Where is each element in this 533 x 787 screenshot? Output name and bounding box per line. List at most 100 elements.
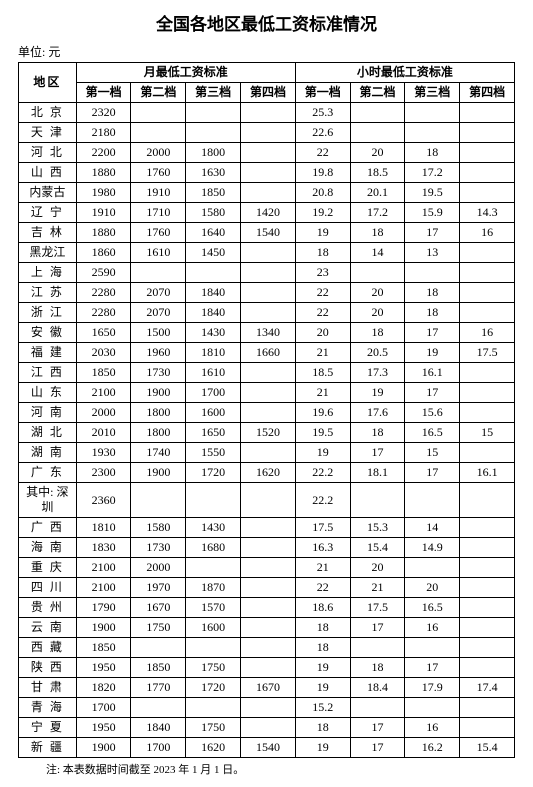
cell-m2: 1740: [131, 443, 186, 463]
cell-m2: 1580: [131, 518, 186, 538]
cell-h2: 15.3: [350, 518, 405, 538]
cell-h1: 15.2: [295, 698, 350, 718]
cell-m2: 1670: [131, 598, 186, 618]
cell-m3: 1870: [186, 578, 241, 598]
cell-h4: [460, 143, 515, 163]
cell-region: 内蒙古: [19, 183, 77, 203]
cell-h1: 22.6: [295, 123, 350, 143]
cell-h4: [460, 518, 515, 538]
table-row: 福 建20301960181016602120.51917.5: [19, 343, 515, 363]
cell-h1: 19.5: [295, 423, 350, 443]
cell-m1: 2010: [76, 423, 131, 443]
cell-m4: [241, 618, 296, 638]
cell-m4: 1540: [241, 738, 296, 758]
cell-m3: 1550: [186, 443, 241, 463]
cell-region: 广 东: [19, 463, 77, 483]
cell-h1: 19: [295, 658, 350, 678]
cell-m3: 1750: [186, 658, 241, 678]
cell-h4: [460, 403, 515, 423]
cell-h3: [405, 558, 460, 578]
cell-h2: 17: [350, 718, 405, 738]
cell-h4: [460, 718, 515, 738]
table-row: 北 京232025.3: [19, 103, 515, 123]
cell-h1: 22.2: [295, 483, 350, 518]
table-row: 内蒙古19801910185020.820.119.5: [19, 183, 515, 203]
table-row: 山 东210019001700211917: [19, 383, 515, 403]
cell-h2: 17.6: [350, 403, 405, 423]
cell-m3: 1640: [186, 223, 241, 243]
cell-region: 江 苏: [19, 283, 77, 303]
cell-h1: 18: [295, 243, 350, 263]
table-row: 青 海1700 15.2: [19, 698, 515, 718]
cell-m4: [241, 598, 296, 618]
cell-m2: 1730: [131, 363, 186, 383]
cell-h1: 19: [295, 738, 350, 758]
cell-region: 其中: 深圳: [19, 483, 77, 518]
cell-h2: 20: [350, 143, 405, 163]
cell-region: 湖 南: [19, 443, 77, 463]
cell-h3: 17: [405, 383, 460, 403]
cell-h4: 17.4: [460, 678, 515, 698]
cell-region: 安 徽: [19, 323, 77, 343]
cell-m1: 1980: [76, 183, 131, 203]
cell-m3: 1680: [186, 538, 241, 558]
cell-m4: [241, 283, 296, 303]
cell-region: 新 疆: [19, 738, 77, 758]
cell-h3: 18: [405, 303, 460, 323]
cell-m3: [186, 698, 241, 718]
cell-h2: 19: [350, 383, 405, 403]
cell-region: 山 东: [19, 383, 77, 403]
cell-h2: 20: [350, 303, 405, 323]
cell-region: 四 川: [19, 578, 77, 598]
col-m-tier4: 第四档: [241, 83, 296, 103]
cell-m3: 1430: [186, 518, 241, 538]
cell-m3: 1430: [186, 323, 241, 343]
col-m-tier3: 第三档: [186, 83, 241, 103]
cell-m2: 2000: [131, 558, 186, 578]
cell-region: 宁 夏: [19, 718, 77, 738]
cell-h1: 25.3: [295, 103, 350, 123]
cell-m1: 1810: [76, 518, 131, 538]
cell-h4: 15: [460, 423, 515, 443]
cell-m2: 1800: [131, 423, 186, 443]
cell-m4: [241, 143, 296, 163]
cell-m4: [241, 638, 296, 658]
cell-region: 吉 林: [19, 223, 77, 243]
cell-m1: 2280: [76, 303, 131, 323]
cell-h4: [460, 618, 515, 638]
cell-h2: 17.5: [350, 598, 405, 618]
cell-h4: [460, 123, 515, 143]
cell-h4: [460, 443, 515, 463]
cell-h2: 18.1: [350, 463, 405, 483]
cell-m1: 2280: [76, 283, 131, 303]
cell-m4: [241, 578, 296, 598]
cell-m2: [131, 483, 186, 518]
cell-h3: 15: [405, 443, 460, 463]
cell-m2: [131, 123, 186, 143]
cell-h1: 23: [295, 263, 350, 283]
cell-h1: 22: [295, 578, 350, 598]
cell-h2: 20: [350, 558, 405, 578]
table-row: 四 川210019701870222120: [19, 578, 515, 598]
cell-h3: 19.5: [405, 183, 460, 203]
cell-m2: 1750: [131, 618, 186, 638]
cell-m3: 1700: [186, 383, 241, 403]
table-row: 重 庆210020002120: [19, 558, 515, 578]
cell-h3: [405, 103, 460, 123]
cell-region: 贵 州: [19, 598, 77, 618]
table-row: 山 西18801760163019.818.517.2: [19, 163, 515, 183]
cell-m4: 1540: [241, 223, 296, 243]
cell-m3: 1570: [186, 598, 241, 618]
cell-m1: 2100: [76, 578, 131, 598]
cell-m1: 1700: [76, 698, 131, 718]
cell-region: 青 海: [19, 698, 77, 718]
cell-h2: [350, 698, 405, 718]
table-row: 黑龙江186016101450181413: [19, 243, 515, 263]
cell-m1: 1830: [76, 538, 131, 558]
cell-m4: [241, 103, 296, 123]
cell-m3: [186, 263, 241, 283]
cell-m4: [241, 558, 296, 578]
cell-m1: 1850: [76, 638, 131, 658]
table-row: 湖 南193017401550191715: [19, 443, 515, 463]
cell-region: 广 西: [19, 518, 77, 538]
